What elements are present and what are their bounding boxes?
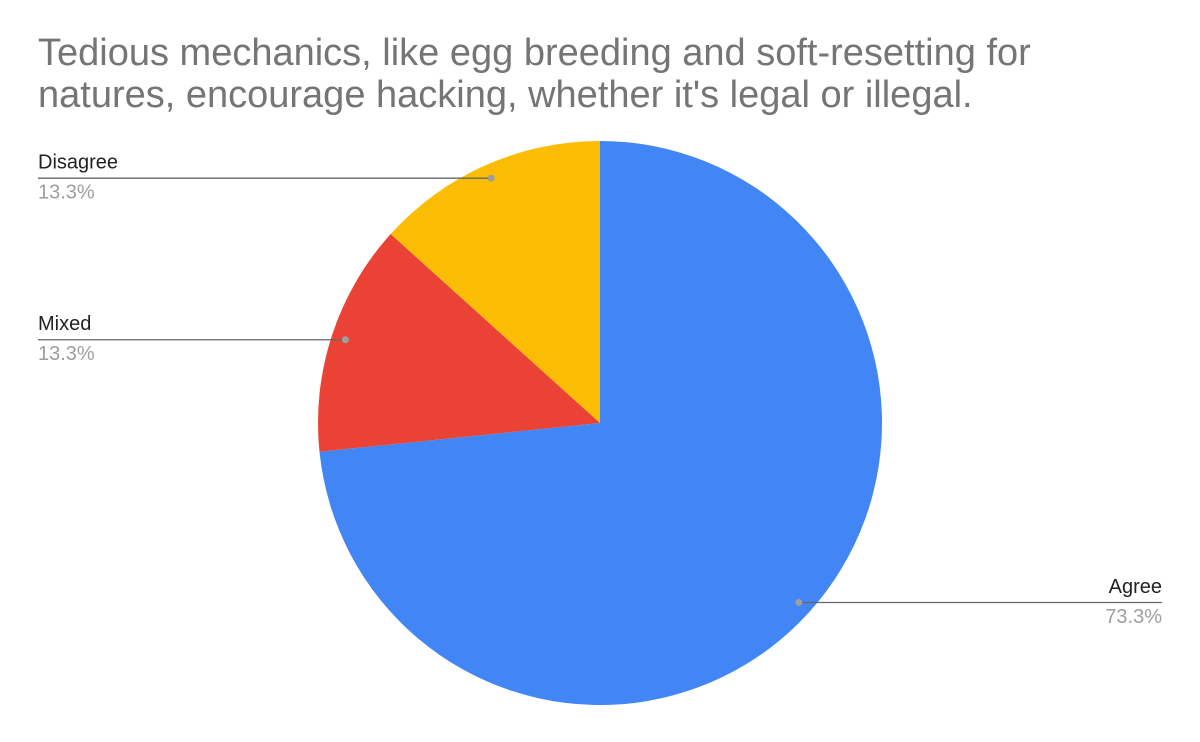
- leader-dot: [795, 599, 803, 607]
- pie-slice: [390, 141, 600, 423]
- slice-value-label: 73.3%: [1105, 606, 1162, 628]
- slice-value-label: 13.3%: [38, 343, 95, 365]
- slice-label: Mixed: [38, 313, 91, 335]
- slice-value-label: 13.3%: [38, 181, 95, 203]
- pie-slice: [319, 141, 882, 706]
- slice-label: Agree: [1109, 576, 1162, 598]
- pie-slice: [318, 234, 600, 452]
- leader-dot: [341, 336, 349, 344]
- leader-dot: [487, 174, 495, 182]
- slice-label: Disagree: [38, 151, 118, 173]
- chart-title: Tedious mechanics, like egg breeding and…: [38, 32, 1031, 116]
